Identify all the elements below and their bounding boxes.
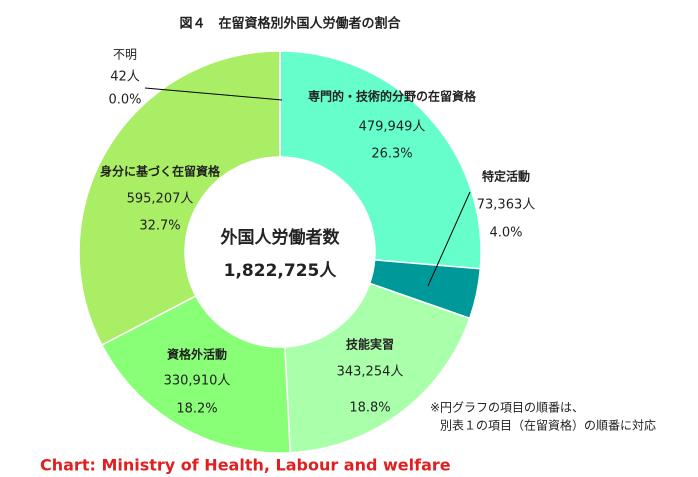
slice-label: 技能実習 bbox=[346, 337, 394, 352]
slice bbox=[284, 282, 471, 454]
note: ※円グラフの項目の順番は、 bbox=[430, 401, 584, 415]
source: Chart: Ministry of Health, Labour and we… bbox=[40, 456, 451, 475]
note: 別表１の項目（在留資格）の順番に対応 bbox=[440, 418, 656, 433]
slices bbox=[78, 50, 482, 454]
slice bbox=[279, 50, 482, 270]
slice-label: 身分に基づく在留資格 bbox=[100, 164, 221, 179]
slice bbox=[100, 294, 292, 454]
slice bbox=[78, 50, 281, 347]
percent-label: 18.2% bbox=[176, 402, 217, 417]
chart-title: 図４ 在留資格別外国人労働者の割合 bbox=[179, 16, 401, 32]
value-label: 42人 bbox=[110, 70, 140, 85]
value-label: 343,254人 bbox=[337, 365, 404, 380]
slice-label: 特定活動 bbox=[482, 169, 530, 184]
leader-line bbox=[144, 87, 283, 101]
total: 1,822,725人 bbox=[224, 261, 338, 281]
slice-label: 資格外活動 bbox=[167, 347, 227, 362]
percent-label: 26.3% bbox=[371, 147, 412, 162]
value-label: 73,363人 bbox=[477, 198, 536, 213]
center-title: 外国人労働者数 bbox=[221, 227, 341, 248]
percent-label: 4.0% bbox=[489, 226, 522, 241]
slice-label: 不明 bbox=[113, 48, 137, 62]
value-label: 330,910人 bbox=[164, 374, 231, 389]
slice-label: 専門的・技術的分野の在留資格 bbox=[308, 89, 477, 104]
percent-label: 0.0% bbox=[108, 93, 141, 108]
leader-line bbox=[427, 191, 471, 287]
value-label: 595,207人 bbox=[127, 192, 194, 207]
percent-label: 18.8% bbox=[349, 401, 390, 416]
percent-label: 32.7% bbox=[139, 219, 180, 234]
value-label: 479,949人 bbox=[359, 120, 426, 135]
